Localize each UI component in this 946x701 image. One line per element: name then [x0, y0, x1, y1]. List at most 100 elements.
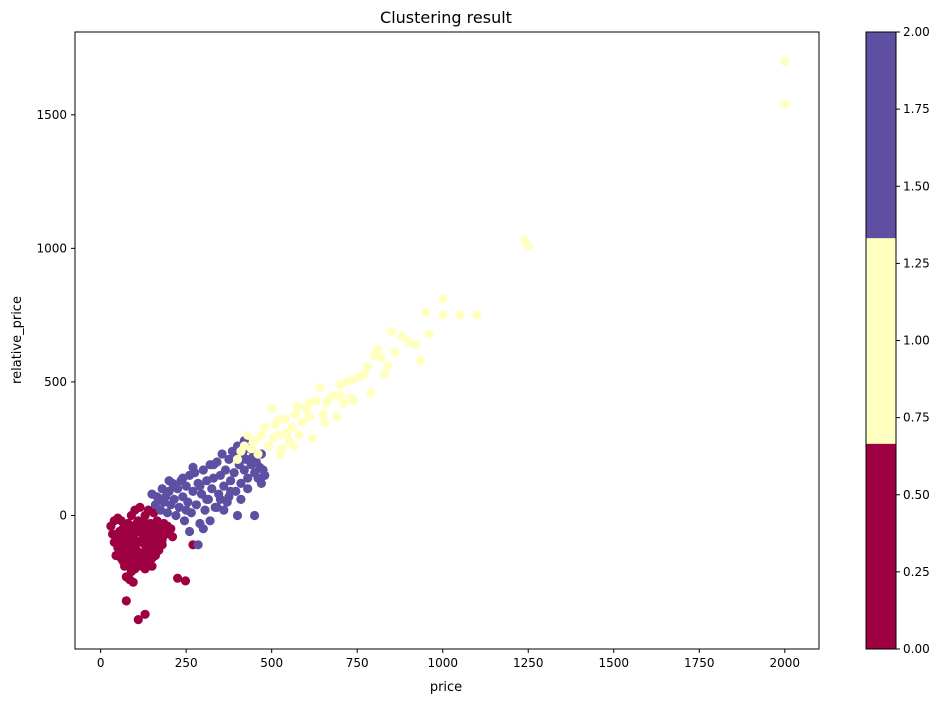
data-point-cluster-1 [380, 369, 390, 379]
data-point-cluster-0 [167, 532, 178, 542]
data-point-cluster-0 [142, 542, 152, 553]
data-point-cluster-1 [263, 441, 273, 451]
data-point-cluster-2 [169, 494, 179, 504]
data-point-cluster-2 [208, 473, 219, 483]
data-point-cluster-1 [455, 310, 465, 320]
y-tick-label: 500 [44, 375, 67, 389]
data-point-cluster-1 [267, 404, 277, 414]
data-point-cluster-1 [260, 422, 270, 432]
data-point-cluster-1 [291, 409, 301, 419]
colorbar-segment [866, 32, 896, 239]
data-point-cluster-2 [250, 510, 260, 521]
data-point-cluster-0 [135, 502, 145, 512]
x-tick-label: 1250 [513, 656, 544, 670]
data-point-cluster-2 [256, 478, 266, 488]
data-point-cluster-1 [403, 337, 414, 347]
data-point-cluster-2 [179, 516, 190, 526]
data-point-cluster-1 [523, 241, 533, 251]
data-point-cluster-2 [198, 524, 208, 534]
x-tick-label: 1750 [684, 656, 715, 670]
data-point-cluster-1 [424, 329, 434, 339]
data-point-cluster-2 [193, 540, 203, 550]
data-point-cluster-1 [246, 444, 256, 454]
data-point-cluster-0 [116, 532, 126, 542]
data-point-cluster-2 [236, 478, 246, 488]
data-point-cluster-2 [164, 486, 174, 496]
data-point-cluster-0 [145, 532, 155, 542]
data-point-cluster-1 [335, 390, 345, 400]
data-point-cluster-0 [135, 526, 145, 537]
data-point-cluster-2 [181, 481, 191, 491]
plot-background [75, 32, 819, 649]
colorbar-tick-label: 2.00 [903, 25, 930, 39]
data-point-cluster-0 [147, 561, 157, 571]
data-point-cluster-1 [294, 430, 304, 440]
data-point-cluster-0 [121, 596, 131, 606]
data-point-cluster-0 [108, 529, 118, 539]
data-point-cluster-2 [185, 526, 195, 537]
data-point-cluster-1 [338, 398, 349, 408]
data-point-cluster-0 [140, 564, 150, 574]
colorbar-tick-label: 0.75 [903, 411, 930, 425]
x-tick-label: 1500 [598, 656, 629, 670]
data-point-cluster-1 [410, 339, 420, 350]
data-point-cluster-2 [191, 500, 201, 510]
data-point-cluster-1 [386, 326, 396, 336]
data-point-cluster-1 [438, 294, 448, 304]
data-point-cluster-1 [366, 388, 376, 398]
data-point-cluster-2 [164, 476, 174, 486]
scatter-points [106, 56, 790, 625]
data-point-cluster-0 [126, 556, 136, 566]
data-point-cluster-2 [232, 510, 243, 521]
data-point-cluster-2 [178, 473, 188, 483]
data-point-cluster-2 [200, 505, 210, 515]
data-point-cluster-1 [289, 441, 299, 451]
data-point-cluster-2 [217, 449, 227, 459]
colorbar-tick-label: 0.25 [903, 565, 930, 579]
data-point-cluster-1 [780, 56, 790, 66]
colorbar-tick-label: 0.00 [903, 642, 930, 656]
colorbar-tick-label: 1.50 [903, 179, 930, 193]
data-point-cluster-0 [173, 573, 183, 583]
data-point-cluster-2 [243, 484, 253, 494]
data-point-cluster-1 [304, 412, 314, 422]
data-point-cluster-1 [311, 396, 321, 406]
colorbar-tick-label: 1.00 [903, 334, 930, 348]
data-point-cluster-1 [250, 436, 260, 446]
data-point-cluster-1 [315, 382, 325, 392]
plot-frame [74, 31, 820, 650]
data-point-cluster-1 [359, 369, 369, 379]
data-point-cluster-0 [133, 550, 143, 561]
y-axis-label: relative_price [10, 296, 25, 384]
colorbar: 0.00 0.25 0.50 0.75 1.00 1.25 1.50 1.75 2.00 [865, 25, 930, 656]
data-point-cluster-0 [149, 548, 159, 558]
data-point-cluster-2 [226, 486, 236, 496]
data-point-cluster-0 [128, 537, 138, 547]
data-point-cluster-1 [390, 347, 400, 358]
data-point-cluster-2 [188, 462, 198, 472]
data-point-cluster-2 [219, 505, 229, 515]
data-point-cluster-1 [304, 398, 314, 408]
data-point-cluster-1 [328, 390, 338, 400]
x-axis: 0 250 500 750 1000 1250 1500 1750 2000 [97, 649, 800, 670]
x-axis-label: price [430, 680, 462, 695]
data-point-cluster-2 [157, 484, 167, 494]
data-point-cluster-2 [229, 468, 239, 478]
data-point-cluster-2 [195, 481, 205, 491]
data-point-cluster-2 [152, 492, 162, 502]
data-point-cluster-1 [280, 414, 290, 424]
data-point-cluster-1 [232, 454, 243, 464]
chart-title: Clustering result [380, 8, 512, 27]
x-tick-label: 250 [175, 656, 198, 670]
data-point-cluster-1 [273, 414, 284, 424]
data-point-cluster-2 [171, 510, 181, 521]
data-point-cluster-1 [308, 433, 318, 443]
data-point-cluster-1 [376, 353, 386, 363]
colorbar-segment [866, 237, 896, 444]
data-point-cluster-1 [349, 374, 359, 384]
data-point-cluster-1 [397, 331, 407, 342]
data-point-cluster-2 [202, 494, 212, 504]
data-point-cluster-2 [188, 486, 198, 496]
data-point-cluster-1 [292, 401, 302, 411]
data-point-cluster-2 [226, 476, 236, 486]
